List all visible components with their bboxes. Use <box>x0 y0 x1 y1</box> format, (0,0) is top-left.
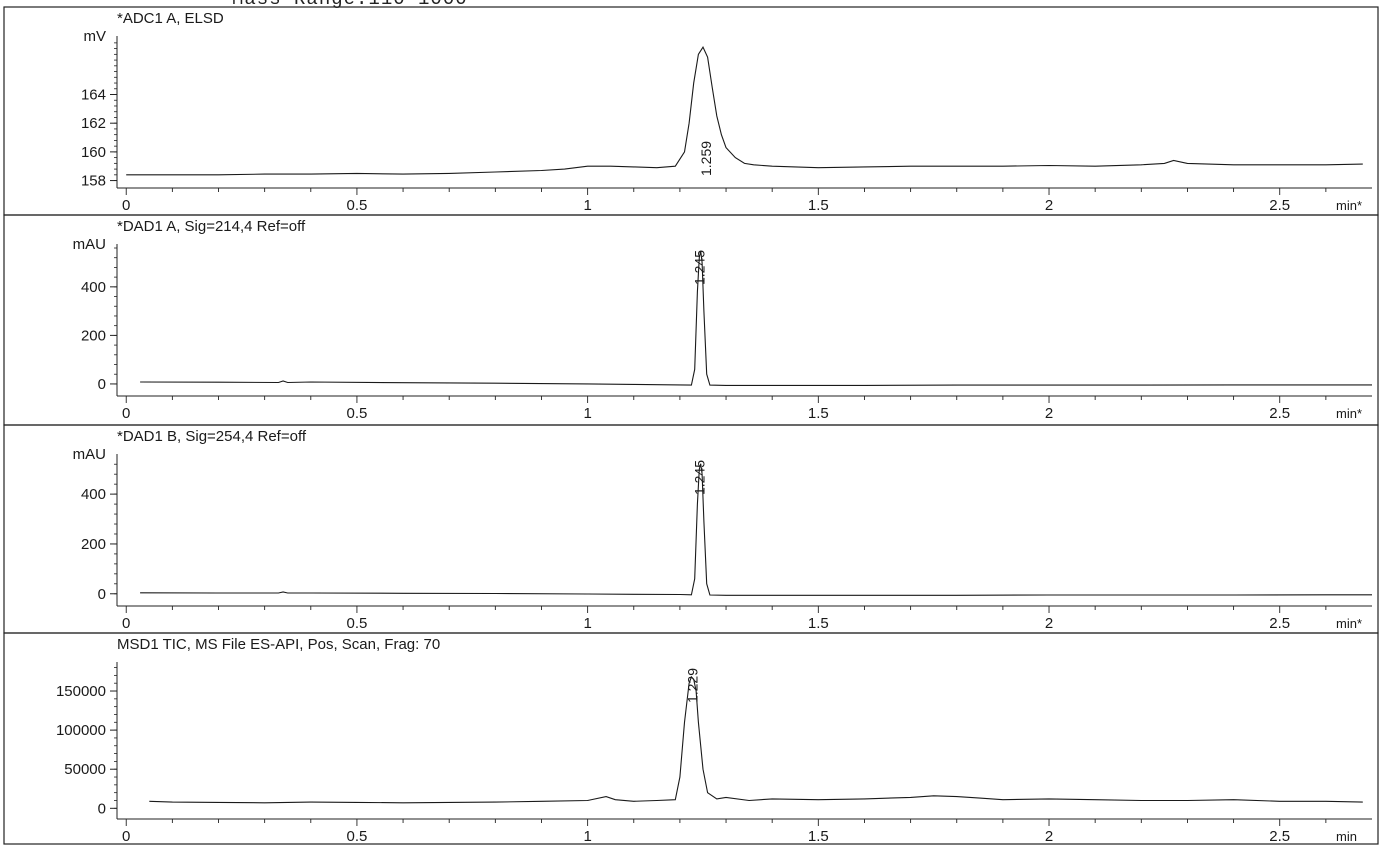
y-tick-label: 160 <box>81 144 106 161</box>
chromatogram-trace <box>149 675 1363 804</box>
y-axis-unit: mAU <box>73 236 106 253</box>
x-tick-label: 2 <box>1045 828 1053 845</box>
x-tick-label: 1.5 <box>808 405 829 422</box>
x-tick-label: 0 <box>122 615 130 632</box>
chromatogram-trace <box>140 250 1372 386</box>
y-tick-label: 200 <box>81 327 106 344</box>
chromatogram-trace <box>126 46 1363 176</box>
x-tick-label: 1 <box>583 828 591 845</box>
y-tick-label: 400 <box>81 486 106 503</box>
x-tick-label: 2 <box>1045 197 1053 214</box>
y-tick-label: 400 <box>81 279 106 296</box>
y-tick-label: 158 <box>81 173 106 190</box>
x-tick-label: 1.5 <box>808 615 829 632</box>
x-tick-label: 0 <box>122 197 130 214</box>
x-tick-label: 1.5 <box>808 828 829 845</box>
y-tick-label: 0 <box>98 800 106 817</box>
chart-panel-3: *DAD1 B, Sig=254,4 Ref=off 0 200 400 mAU 0 0.5… <box>3 424 1379 634</box>
x-tick-label: 1 <box>583 197 591 214</box>
peak-retention-label: 1.229 <box>684 668 700 703</box>
y-tick-label: 0 <box>98 376 106 393</box>
panel-title: *DAD1 A, Sig=214,4 Ref=off <box>117 218 306 235</box>
y-tick-label: 200 <box>81 536 106 553</box>
peak-retention-label: 1.245 <box>692 460 708 495</box>
y-tick-label: 162 <box>81 115 106 132</box>
y-tick-label: 100000 <box>56 722 106 739</box>
x-axis-unit: min <box>1336 829 1357 844</box>
y-axis-unit: mV <box>84 28 107 45</box>
x-tick-label: 2 <box>1045 405 1053 422</box>
panel-title: MSD1 TIC, MS File ES-API, Pos, Scan, Fra… <box>117 636 440 653</box>
x-tick-label: 2.5 <box>1269 405 1290 422</box>
x-tick-label: 1.5 <box>808 197 829 214</box>
y-axis-unit: mAU <box>73 446 106 463</box>
x-tick-label: 0.5 <box>346 405 367 422</box>
chart-panel-2: *DAD1 A, Sig=214,4 Ref=off 0 200 400 mAU 0 0.5… <box>3 214 1379 426</box>
x-tick-label: 0.5 <box>346 197 367 214</box>
x-tick-label: 2.5 <box>1269 828 1290 845</box>
x-tick-label: 1 <box>583 405 591 422</box>
y-tick-label: 50000 <box>64 761 106 778</box>
x-tick-label: 1 <box>583 615 591 632</box>
chart-panel-1: *ADC1 A, ELSD 158 160 162 164 mV 0 0.5 1 1.5 2 2.5 m… <box>3 6 1379 216</box>
x-tick-label: 2.5 <box>1269 615 1290 632</box>
y-tick-label: 0 <box>98 586 106 603</box>
x-axis-unit: min* <box>1336 198 1362 213</box>
x-axis-unit: min* <box>1336 406 1362 421</box>
x-tick-label: 0 <box>122 828 130 845</box>
y-tick-label: 164 <box>81 87 106 104</box>
y-tick-label: 150000 <box>56 683 106 700</box>
panel-frame <box>3 214 1379 426</box>
chromatogram-trace <box>140 463 1372 596</box>
x-tick-label: 0.5 <box>346 615 367 632</box>
x-tick-label: 2.5 <box>1269 197 1290 214</box>
mass-range-header: Mass Range:110-1000 <box>232 0 468 10</box>
chart-panel-4: MSD1 TIC, MS File ES-API, Pos, Scan, Fra… <box>3 632 1379 845</box>
x-tick-label: 2 <box>1045 615 1053 632</box>
x-tick-label: 0 <box>122 405 130 422</box>
peak-retention-label: 1.259 <box>698 141 714 176</box>
panel-title: *DAD1 B, Sig=254,4 Ref=off <box>117 428 307 445</box>
panel-frame <box>3 424 1379 634</box>
panel-title: *ADC1 A, ELSD <box>117 10 224 27</box>
x-tick-label: 0.5 <box>346 828 367 845</box>
x-axis-unit: min* <box>1336 616 1362 631</box>
panel-frame <box>3 632 1379 845</box>
peak-retention-label: 1.245 <box>692 250 708 285</box>
